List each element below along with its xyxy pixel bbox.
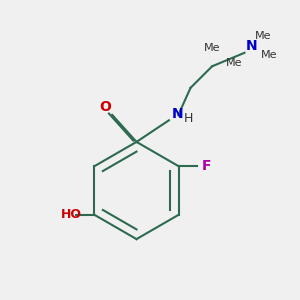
- Text: Me: Me: [261, 50, 277, 60]
- Text: Me: Me: [204, 44, 220, 53]
- Text: Me: Me: [255, 31, 272, 41]
- Text: HO: HO: [61, 208, 82, 221]
- Text: N: N: [172, 106, 183, 121]
- Text: H: H: [184, 112, 193, 124]
- Text: O: O: [100, 100, 111, 114]
- Text: N: N: [246, 39, 257, 53]
- Text: Me: Me: [226, 58, 242, 68]
- Text: F: F: [202, 159, 211, 173]
